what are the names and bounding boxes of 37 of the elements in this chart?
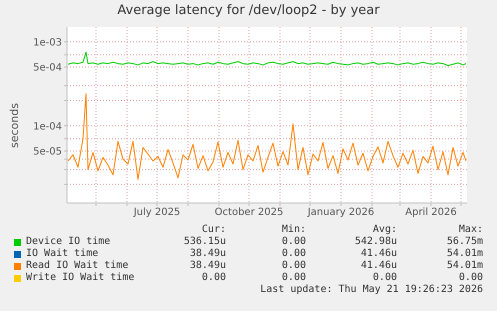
text: 0.00 xyxy=(280,272,306,283)
text: 0.00 xyxy=(280,236,306,247)
chart-title: Average latency for /dev/loop2 - by year xyxy=(116,3,381,18)
y-tick-label: 5e-05 xyxy=(33,146,62,158)
x-tick-label: July 2025 xyxy=(132,207,180,218)
text: 542.98u xyxy=(354,236,397,247)
text: Last update: Thu May 21 19:26:23 2026 xyxy=(260,284,483,295)
text: 0.00 xyxy=(280,260,306,271)
text: Max: xyxy=(458,224,483,235)
text: 38.49u xyxy=(188,260,226,271)
text: 54.01m xyxy=(446,260,483,271)
text: 0.00 xyxy=(372,272,397,283)
line-series xyxy=(68,52,466,66)
y-axis-title: seconds xyxy=(8,102,20,148)
text: Cur: xyxy=(200,224,226,235)
text: 0.00 xyxy=(200,272,226,283)
text: Avg: xyxy=(372,224,397,235)
y-tick-label: 1e-04 xyxy=(33,121,62,132)
text: 41.46u xyxy=(360,248,397,259)
legend-label: IO Wait time xyxy=(26,248,98,259)
text: 56.75m xyxy=(446,236,483,247)
y-tick-label: 5e-04 xyxy=(33,62,62,74)
text: 41.46u xyxy=(360,260,397,271)
line-series xyxy=(68,93,466,180)
legend-label: Write IO Wait time xyxy=(26,272,134,283)
legend-label: Read IO Wait time xyxy=(26,260,128,271)
text: 0.00 xyxy=(280,248,306,259)
text: Min: xyxy=(280,224,306,235)
x-tick-label: January 2026 xyxy=(306,207,374,218)
legend-label: Device IO time xyxy=(26,236,110,247)
x-tick-label: April 2026 xyxy=(405,207,457,218)
y-tick-label: 1e-03 xyxy=(33,37,62,48)
text: 0.00 xyxy=(458,272,483,283)
text: 54.01m xyxy=(446,248,483,259)
text: 536.15u xyxy=(182,236,226,247)
x-tick-label: October 2025 xyxy=(214,207,284,218)
text: 38.49u xyxy=(188,248,226,259)
